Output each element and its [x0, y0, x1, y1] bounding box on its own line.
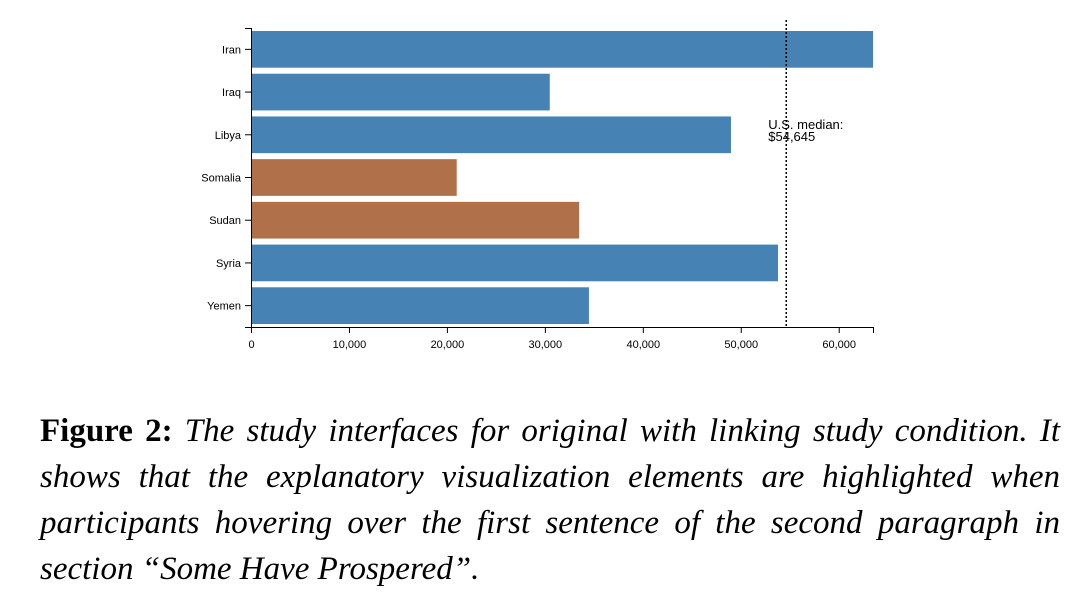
- figure-caption: Figure 2: The study interfaces for origi…: [40, 408, 1060, 592]
- y-tick-label: Sudan: [209, 215, 241, 227]
- x-tick-label: 10,000: [333, 339, 367, 351]
- y-axis-line: [245, 28, 252, 328]
- x-tick-label: 40,000: [626, 339, 660, 351]
- reference-line-label: U.S. median:: [768, 117, 843, 132]
- y-tick-label: Iran: [222, 44, 241, 56]
- bar-somalia[interactable]: [252, 159, 457, 196]
- bar-iran[interactable]: [252, 31, 873, 68]
- y-axis: Iran Iraq Libya Somalia Sudan Syria Yemen: [201, 28, 252, 328]
- bars-group: [252, 31, 873, 324]
- y-tick-label: Somalia: [201, 173, 242, 185]
- x-tick-label: 20,000: [431, 339, 465, 351]
- y-tick-label: Iraq: [222, 87, 241, 99]
- reference-line-group: U.S. median: $54,645: [768, 20, 843, 327]
- bar-chart: Iran Iraq Libya Somalia Sudan Syria Yemen 0 10,…: [201, 20, 874, 351]
- x-axis: 0 10,000 20,000 30,000 40,000 50,000 60,000: [248, 327, 874, 351]
- x-tick-label: 50,000: [724, 339, 758, 351]
- x-tick-label: 0: [248, 339, 254, 351]
- bar-syria[interactable]: [252, 244, 778, 282]
- x-tick-label: 60,000: [822, 339, 856, 351]
- x-tick-label: 30,000: [529, 339, 563, 351]
- x-axis-line: [251, 327, 874, 333]
- bar-iraq[interactable]: [252, 73, 550, 111]
- y-tick-label: Syria: [216, 258, 242, 270]
- bar-libya[interactable]: [252, 116, 731, 154]
- bar-sudan[interactable]: [252, 201, 580, 239]
- caption-label: Figure 2:: [40, 413, 173, 449]
- bar-yemen[interactable]: [252, 287, 589, 324]
- y-tick-label: Libya: [215, 130, 242, 142]
- y-tick-label: Yemen: [207, 301, 241, 313]
- reference-line-value: $54,645: [768, 129, 815, 144]
- caption-text: The study interfaces for original with l…: [40, 413, 1061, 587]
